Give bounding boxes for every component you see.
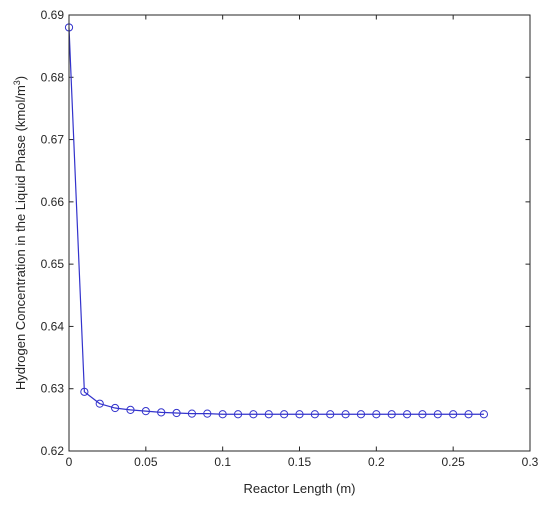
x-axis-label: Reactor Length (m) bbox=[244, 481, 356, 496]
data-point bbox=[264, 410, 273, 419]
data-point bbox=[295, 410, 304, 419]
data-point bbox=[218, 410, 227, 419]
plot-area bbox=[69, 15, 530, 451]
data-point bbox=[249, 410, 258, 419]
data-point bbox=[111, 403, 120, 413]
y-tick-label: 0.69 bbox=[41, 8, 65, 22]
data-point bbox=[126, 405, 135, 414]
x-tick-label: 0.3 bbox=[522, 455, 539, 469]
data-point bbox=[172, 408, 181, 418]
data-point bbox=[449, 410, 458, 419]
plot-frame bbox=[68, 14, 531, 452]
y-axis-label-end: ) bbox=[13, 76, 28, 80]
x-tick-label: 0.1 bbox=[214, 455, 231, 469]
y-tick-label: 0.65 bbox=[41, 257, 65, 271]
x-tick-label: 0.25 bbox=[441, 455, 465, 469]
data-point bbox=[187, 409, 197, 418]
data-point bbox=[203, 409, 212, 418]
data-point bbox=[479, 410, 488, 419]
data-point bbox=[141, 407, 150, 416]
series-markers bbox=[64, 23, 488, 419]
data-point bbox=[372, 410, 381, 419]
y-tick-label: 0.67 bbox=[41, 133, 65, 147]
data-point bbox=[402, 410, 412, 419]
x-tick-label: 0.05 bbox=[134, 455, 158, 469]
y-tick-label: 0.66 bbox=[41, 195, 65, 209]
data-point bbox=[341, 410, 350, 419]
data-point bbox=[80, 387, 89, 396]
data-point bbox=[464, 410, 473, 419]
data-point bbox=[95, 399, 104, 408]
series-line bbox=[68, 27, 484, 415]
y-tick-label: 0.68 bbox=[41, 70, 65, 84]
data-point bbox=[433, 410, 442, 419]
y-axis-label: Hydrogen Concentration in the Liquid Pha… bbox=[12, 76, 28, 390]
y-axis-label-main: Hydrogen Concentration in the Liquid Pha… bbox=[13, 85, 28, 390]
y-tick-label: 0.63 bbox=[41, 382, 65, 396]
y-axis-label-superscript: 3 bbox=[12, 80, 22, 85]
x-tick-label: 0.2 bbox=[368, 455, 385, 469]
data-point bbox=[356, 410, 366, 419]
data-point bbox=[418, 410, 427, 419]
data-point bbox=[326, 410, 335, 419]
y-tick-label: 0.62 bbox=[41, 444, 65, 458]
y-tick-label: 0.64 bbox=[41, 319, 65, 333]
data-point bbox=[310, 410, 319, 419]
x-tick-label: 0.15 bbox=[288, 455, 312, 469]
data-point bbox=[387, 410, 396, 419]
data-point bbox=[233, 410, 243, 419]
data-point bbox=[280, 410, 289, 419]
x-tick-label: 0 bbox=[66, 455, 73, 469]
data-point bbox=[157, 408, 166, 417]
tick-labels: 0 0.05 0.1 0.15 0.2 0.25 0.3 0.62 0.63 0.64 0.65 0.… bbox=[41, 8, 539, 469]
